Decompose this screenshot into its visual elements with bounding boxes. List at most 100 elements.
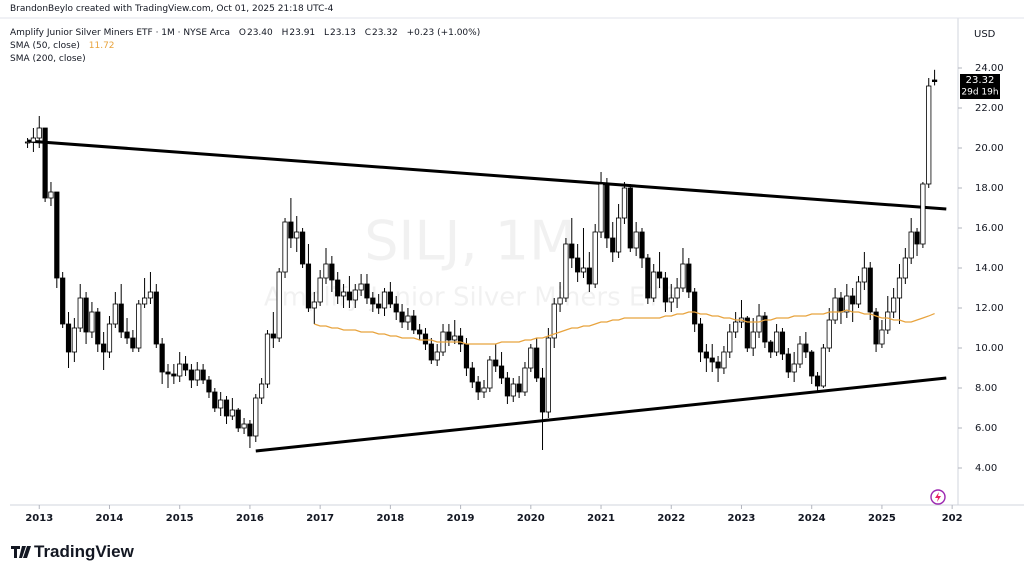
event-icon[interactable]: [930, 489, 946, 505]
candle: [101, 332, 107, 370]
candle-body: [832, 297, 838, 321]
candle: [159, 338, 165, 384]
candle: [393, 296, 399, 320]
candle-body: [253, 397, 259, 437]
candle-body: [844, 295, 850, 313]
ohlc-value: 23.13: [330, 28, 356, 38]
candle-body: [95, 311, 101, 345]
candle-body: [803, 343, 809, 353]
candle: [259, 378, 265, 404]
indicator-legend[interactable]: SMA (50, close) 11.72: [10, 41, 116, 51]
brand-logo: [11, 546, 31, 558]
candle: [200, 364, 206, 384]
candle: [346, 276, 353, 308]
ohlc-value: 23.32: [371, 28, 398, 38]
candle-body: [352, 289, 358, 301]
y-tick-label: 6.00: [975, 423, 997, 434]
candle-body: [791, 363, 797, 373]
candle: [850, 288, 856, 322]
candle: [773, 324, 780, 356]
candle-body: [206, 379, 212, 393]
x-tick-label: 2021: [587, 513, 615, 524]
candle: [141, 278, 148, 308]
candle-body: [60, 277, 66, 325]
ohlc-key: L: [324, 28, 330, 38]
candle: [797, 336, 803, 368]
candle-body: [36, 127, 42, 139]
candle: [30, 128, 37, 152]
candle: [727, 324, 733, 358]
candle-body: [24, 141, 31, 144]
candle-body: [411, 315, 417, 331]
candle-body: [446, 331, 452, 341]
candle-body: [276, 271, 282, 339]
candle-body: [393, 303, 399, 313]
candle-body: [469, 367, 475, 383]
candle-body: [130, 337, 136, 349]
candle-body: [820, 347, 827, 387]
candle: [785, 348, 791, 378]
candle: [656, 252, 663, 288]
indicator-legend[interactable]: SMA (200, close): [10, 54, 87, 64]
candle: [738, 300, 745, 328]
x-tick-label: 2017: [306, 513, 334, 524]
candle: [446, 324, 452, 346]
candle-body: [756, 315, 762, 333]
candle: [194, 362, 200, 386]
indicator-name: SMA (50, close): [10, 41, 80, 51]
y-tick-label: 18.00: [975, 183, 1004, 194]
brand: TradingView: [34, 542, 134, 561]
candle-body: [112, 303, 118, 325]
candle-body: [223, 399, 230, 417]
candle: [276, 268, 282, 342]
watermark-symbol: SILJ, 1M: [364, 210, 576, 273]
candle: [387, 282, 393, 308]
candle-body: [305, 263, 312, 309]
candle-body: [124, 331, 130, 339]
candle-body: [651, 271, 657, 299]
candle-body: [575, 257, 581, 273]
candle: [545, 328, 551, 418]
x-tick-label: 2023: [728, 513, 756, 524]
candle: [452, 320, 458, 344]
candle: [481, 380, 487, 398]
candle-body: [920, 183, 926, 245]
candle: [539, 368, 546, 450]
candle: [733, 312, 739, 338]
candle: [340, 284, 347, 308]
candle: [844, 284, 850, 318]
candle-body: [376, 303, 382, 309]
sma-line: [314, 309, 935, 345]
candle: [604, 178, 610, 248]
candle-body: [335, 279, 341, 297]
candle-body: [182, 363, 189, 371]
candle: [891, 288, 897, 318]
candle-body: [569, 243, 575, 259]
y-tick-label: 22.00: [975, 103, 1004, 114]
candle: [329, 256, 335, 292]
candle-body: [861, 267, 867, 283]
candle: [188, 364, 195, 388]
candle-body: [580, 267, 587, 273]
candle-body: [586, 267, 592, 285]
candle: [534, 338, 540, 382]
candle-body: [106, 323, 113, 353]
candle-body: [42, 127, 48, 199]
candle: [487, 356, 493, 392]
candle: [422, 328, 429, 350]
candle: [692, 288, 698, 332]
candle: [335, 272, 341, 304]
candle: [218, 392, 224, 416]
candle: [686, 258, 692, 298]
candle-body: [510, 383, 516, 397]
candle: [323, 248, 329, 284]
candle-body: [323, 263, 329, 279]
candle: [621, 182, 628, 224]
candle: [528, 344, 534, 372]
candle-body: [528, 347, 534, 369]
candle-body: [288, 221, 294, 239]
price-tag: [960, 74, 1000, 99]
candle-body: [294, 231, 300, 239]
